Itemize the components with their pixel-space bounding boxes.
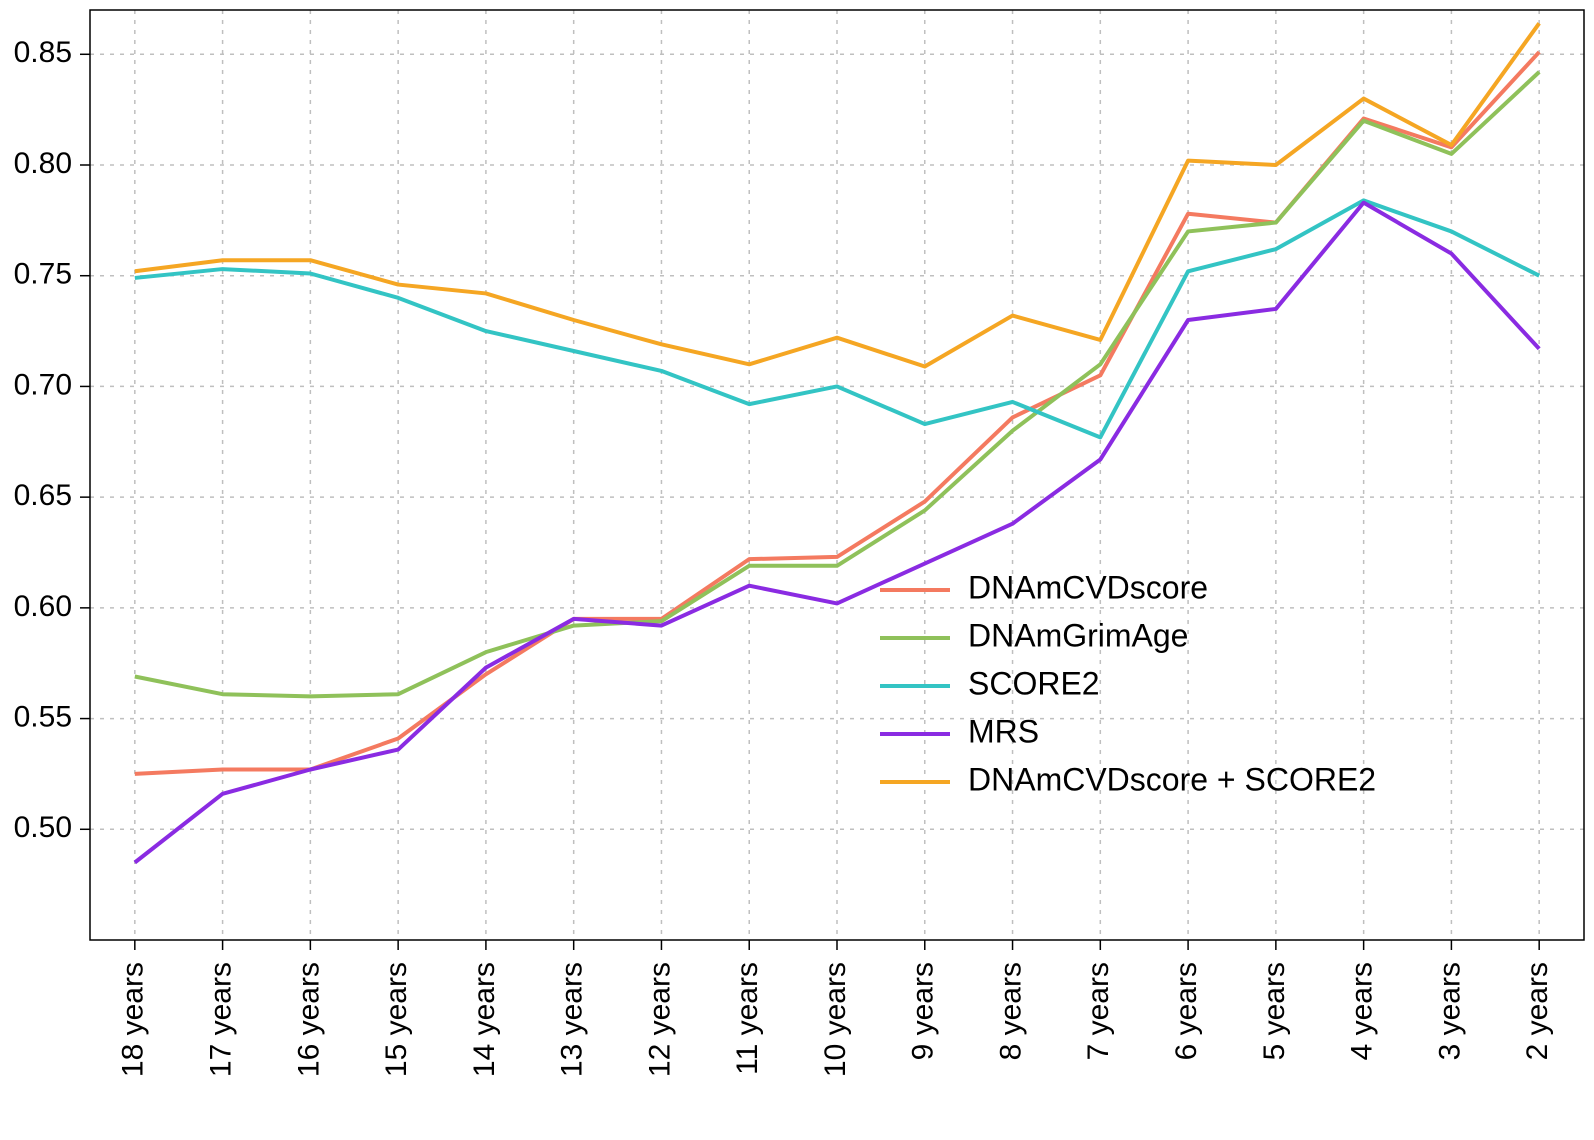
x-tick-label: 11 years bbox=[731, 962, 764, 1075]
y-tick-label: 0.75 bbox=[14, 258, 72, 291]
x-tick-label: 14 years bbox=[468, 962, 501, 1077]
legend-label: DNAmCVDscore bbox=[968, 569, 1208, 605]
x-tick-label: 9 years bbox=[907, 962, 940, 1060]
x-tick-label: 10 years bbox=[819, 962, 852, 1077]
y-tick-label: 0.85 bbox=[14, 36, 72, 69]
y-tick-label: 0.60 bbox=[14, 590, 72, 623]
x-tick-label: 6 years bbox=[1170, 962, 1203, 1060]
x-tick-label: 4 years bbox=[1346, 962, 1379, 1060]
x-tick-label: 8 years bbox=[994, 962, 1027, 1060]
line-chart: 0.50 0.55 0.60 0.65 0.70 0.75 0.80 0.85 18 years… bbox=[0, 0, 1594, 1140]
y-tick-label: 0.70 bbox=[14, 368, 72, 401]
legend-label: DNAmGrimAge bbox=[968, 617, 1188, 653]
y-tick-label: 0.50 bbox=[14, 811, 72, 844]
y-tick-label: 0.65 bbox=[14, 479, 72, 512]
x-tick-label: 15 years bbox=[380, 962, 413, 1077]
legend-label: DNAmCVDscore + SCORE2 bbox=[968, 761, 1376, 797]
chart-svg: 0.50 0.55 0.60 0.65 0.70 0.75 0.80 0.85 18 years… bbox=[0, 0, 1594, 1140]
x-tick-label: 12 years bbox=[643, 962, 676, 1077]
x-tick-label: 17 years bbox=[205, 962, 238, 1077]
x-tick-label: 18 years bbox=[117, 962, 150, 1077]
legend-label: MRS bbox=[968, 713, 1039, 749]
y-tick-label: 0.55 bbox=[14, 700, 72, 733]
x-tick-label: 13 years bbox=[556, 962, 589, 1077]
legend-label: SCORE2 bbox=[968, 665, 1100, 701]
x-tick-label: 16 years bbox=[292, 962, 325, 1077]
x-tick-label: 5 years bbox=[1258, 962, 1291, 1060]
x-tick-label: 2 years bbox=[1521, 962, 1554, 1060]
x-tick-label: 7 years bbox=[1082, 962, 1115, 1060]
x-tick-label: 3 years bbox=[1433, 962, 1466, 1060]
y-tick-label: 0.80 bbox=[14, 147, 72, 180]
